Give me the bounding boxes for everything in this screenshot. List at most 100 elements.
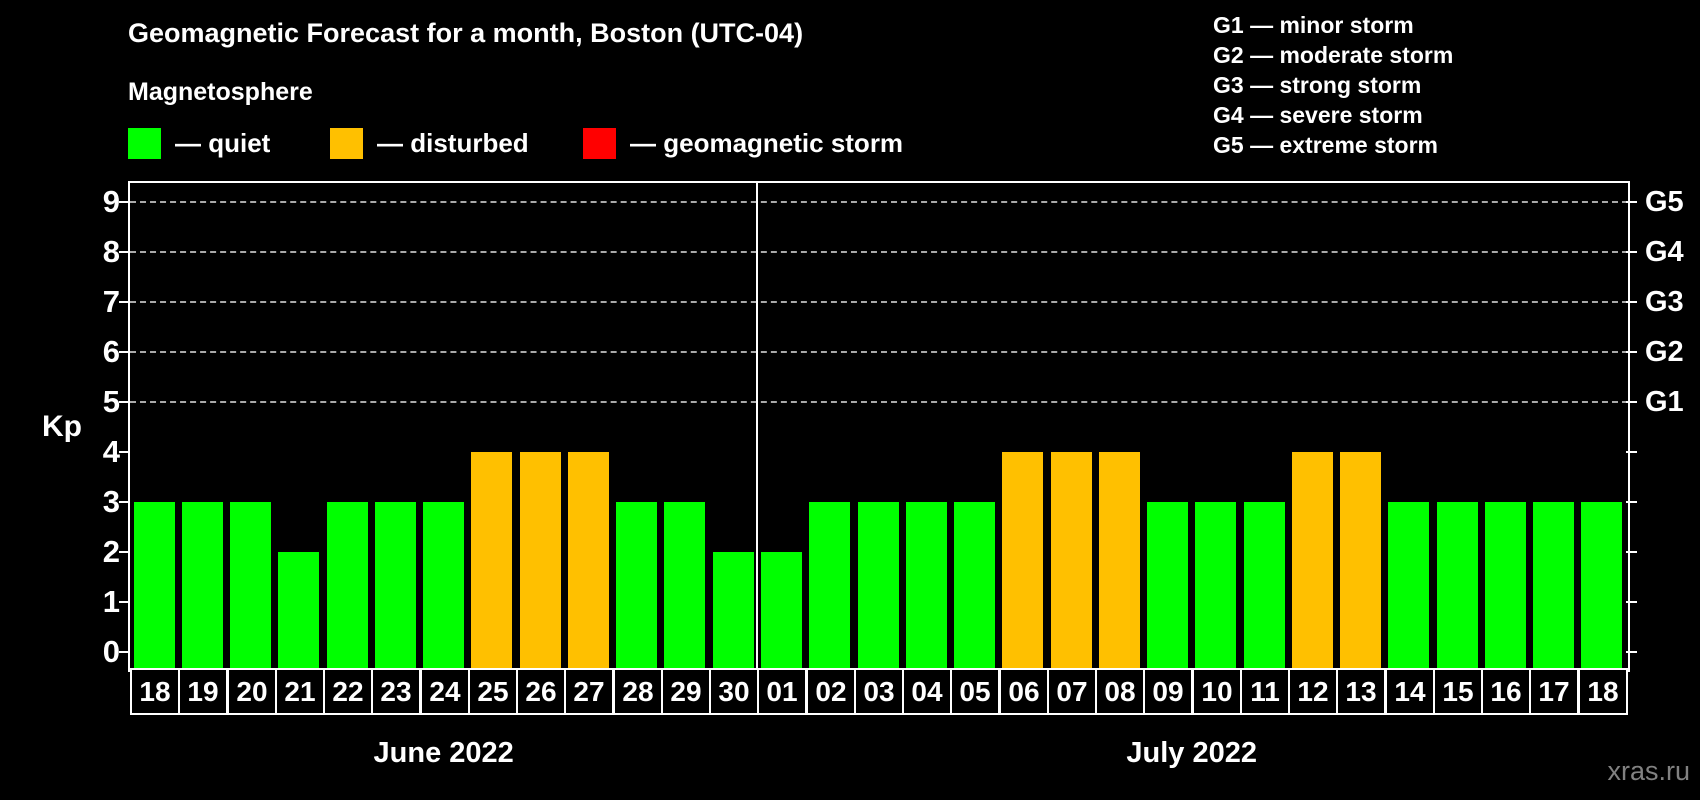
day-label-cell-06: 06: [999, 668, 1049, 715]
g-level-label-G4: G4: [1645, 236, 1684, 268]
kp-bar-day-30: [712, 552, 754, 668]
y-tick-label-8: 8: [102, 234, 120, 269]
gridline-kp6: [130, 351, 1628, 353]
kp-bar-day-18: [133, 502, 175, 668]
kp-bar-day-05: [954, 502, 996, 668]
kp-axis-label: Kp: [42, 410, 82, 443]
g-legend-line-3: G3 — strong storm: [1213, 72, 1422, 98]
day-label-cell-26: 26: [516, 668, 566, 715]
y-tick-label-0: 0: [102, 634, 120, 669]
day-label-cell-12: 12: [1288, 668, 1338, 715]
kp-bar-day-08: [1098, 452, 1140, 668]
g-level-label-G3: G3: [1645, 286, 1684, 318]
day-label-cell-07: 07: [1047, 668, 1097, 715]
month-label-2: July 2022: [1126, 737, 1257, 769]
y-tick-right-7: [1626, 301, 1637, 303]
y-tick-right-9: [1626, 201, 1637, 203]
kp-bar-day-13: [1340, 452, 1382, 668]
y-tick-right-8: [1626, 251, 1637, 253]
g-level-label-G5: G5: [1645, 186, 1684, 218]
kp-bar-chart-plot-area: [128, 181, 1630, 672]
y-tick-left-2: [119, 551, 130, 553]
kp-bar-day-09: [1147, 502, 1189, 668]
kp-bar-day-12: [1291, 452, 1333, 668]
g-legend-line-4: G4 — severe storm: [1213, 102, 1423, 128]
month-label-1: June 2022: [373, 737, 514, 769]
kp-bar-day-19: [181, 502, 223, 668]
day-label-cell-18: 18: [130, 668, 180, 715]
kp-bar-day-01: [760, 552, 802, 668]
day-label-cell-05: 05: [950, 668, 1000, 715]
day-label-cell-29: 29: [661, 668, 711, 715]
legend-label-disturbed: — disturbed: [377, 128, 529, 158]
magnetosphere-label: Magnetosphere: [128, 78, 313, 106]
kp-bar-day-23: [374, 502, 416, 668]
kp-bar-day-16: [1484, 502, 1526, 668]
gridline-kp9: [130, 201, 1628, 203]
y-tick-label-1: 1: [102, 584, 120, 619]
legend-item-disturbed: — disturbed: [330, 128, 529, 159]
y-tick-right-6: [1626, 351, 1637, 353]
kp-bar-day-21: [278, 552, 320, 668]
page-title: Geomagnetic Forecast for a month, Boston…: [128, 18, 804, 48]
kp-bar-day-10: [1195, 502, 1237, 668]
y-tick-right-1: [1626, 601, 1637, 603]
y-tick-label-5: 5: [102, 384, 120, 419]
day-label-cell-01: 01: [757, 668, 807, 715]
y-tick-left-7: [119, 301, 130, 303]
y-tick-left-4: [119, 451, 130, 453]
y-tick-label-6: 6: [102, 334, 120, 369]
kp-bar-day-25: [471, 452, 513, 668]
day-label-cell-28: 28: [613, 668, 663, 715]
y-tick-label-3: 3: [102, 484, 120, 519]
day-label-cell-04: 04: [902, 668, 952, 715]
gridline-kp5: [130, 401, 1628, 403]
month-divider: [756, 183, 759, 670]
day-label-cell-27: 27: [564, 668, 614, 715]
day-label-cell-09: 09: [1143, 668, 1193, 715]
day-label-cell-24: 24: [420, 668, 470, 715]
day-label-cell-18: 18: [1578, 668, 1628, 715]
kp-bar-day-24: [423, 502, 465, 668]
kp-bar-day-18: [1581, 502, 1623, 668]
day-label-cell-23: 23: [371, 668, 421, 715]
legend-item-quiet: — quiet: [128, 128, 270, 159]
kp-bar-day-27: [567, 452, 609, 668]
kp-bar-day-22: [326, 502, 368, 668]
day-label-cell-16: 16: [1481, 668, 1531, 715]
legend-swatch-disturbed: [330, 128, 363, 159]
kp-bar-day-26: [519, 452, 561, 668]
y-tick-left-9: [119, 201, 130, 203]
kp-bar-day-15: [1436, 502, 1478, 668]
kp-bar-day-20: [230, 502, 272, 668]
y-tick-left-8: [119, 251, 130, 253]
kp-bar-day-29: [664, 502, 706, 668]
kp-bar-day-14: [1388, 502, 1430, 668]
y-tick-label-7: 7: [102, 284, 120, 319]
day-label-cell-10: 10: [1192, 668, 1242, 715]
gridline-kp8: [130, 251, 1628, 253]
kp-bar-day-02: [809, 502, 851, 668]
legend-swatch-storm: [583, 128, 616, 159]
g-level-label-G2: G2: [1645, 336, 1684, 368]
g-legend-line-2: G2 — moderate storm: [1213, 42, 1454, 68]
day-label-cell-20: 20: [227, 668, 277, 715]
y-tick-left-5: [119, 401, 130, 403]
day-label-cell-25: 25: [468, 668, 518, 715]
y-tick-right-2: [1626, 551, 1637, 553]
day-label-cell-30: 30: [709, 668, 759, 715]
day-label-cell-02: 02: [806, 668, 856, 715]
legend-label-quiet: — quiet: [175, 128, 271, 158]
day-label-cell-03: 03: [854, 668, 904, 715]
g-scale-legend: G1 — minor storm G2 — moderate storm G3 — …: [1213, 10, 1453, 160]
kp-bar-day-03: [857, 502, 899, 668]
day-label-cell-14: 14: [1385, 668, 1435, 715]
y-tick-right-0: [1626, 651, 1637, 653]
kp-bar-day-06: [1002, 452, 1044, 668]
day-label-cell-21: 21: [275, 668, 325, 715]
legend-swatch-quiet: [128, 128, 161, 159]
y-tick-left-3: [119, 501, 130, 503]
y-tick-right-4: [1626, 451, 1637, 453]
y-tick-right-5: [1626, 401, 1637, 403]
